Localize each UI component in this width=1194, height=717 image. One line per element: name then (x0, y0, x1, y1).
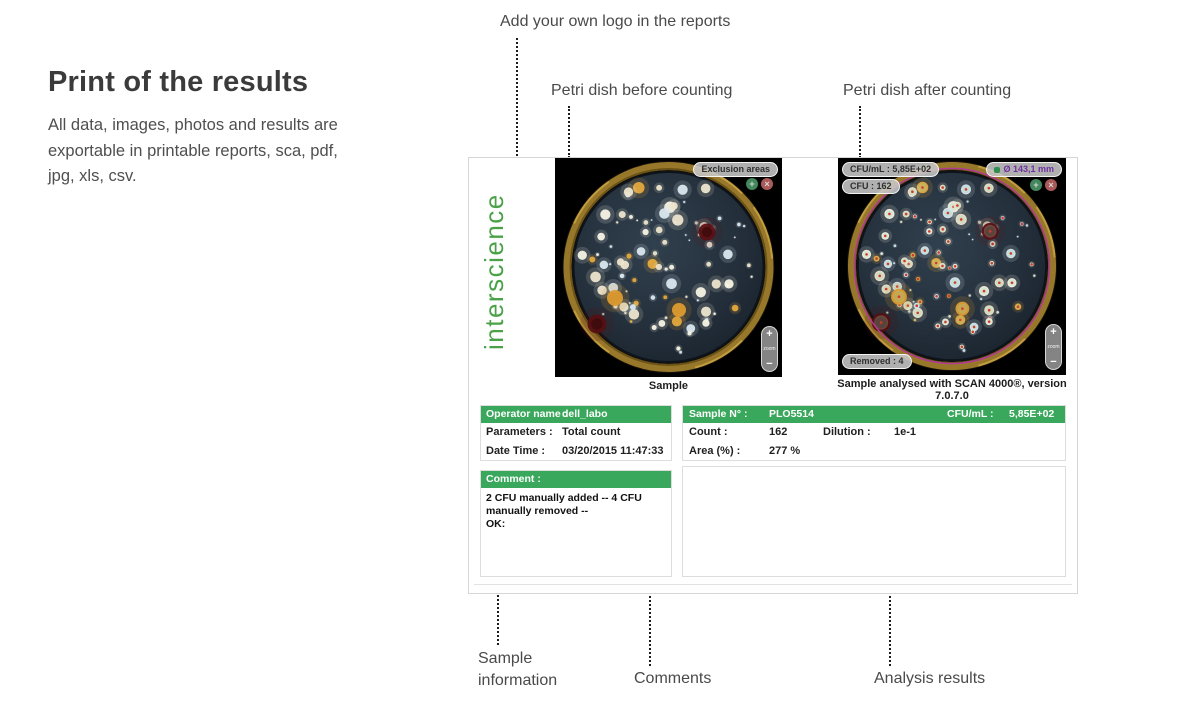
petri-dish-after-image (839, 158, 1065, 375)
zoom-label: zoom (1047, 344, 1060, 350)
sample-number-label: Sample N° : (689, 408, 748, 420)
cfu-count-badge: CFU : 162 (842, 179, 900, 194)
diameter-badge-value: Ø 143,1 mm (1003, 164, 1054, 174)
count-value: 162 (769, 426, 788, 438)
area-row: Area (%) : 277 % (683, 442, 1065, 461)
report-footer-divider (474, 584, 1072, 585)
petri-dish-after: CFU/mL : 5,85E+02 CFU : 162 Ø 143,1 mm +… (838, 158, 1066, 375)
annotation-line-logo (516, 38, 518, 184)
after-dish-caption: Sample analysed with SCAN 4000®, version… (837, 378, 1067, 402)
zoom-in-button[interactable]: + (766, 328, 773, 340)
sample-info-table: Sample N° : PLO5514 CFU/mL : 5,85E+02 Co… (682, 405, 1066, 461)
zoom-out-button[interactable]: − (1050, 356, 1057, 368)
page-description: All data, images, photos and results are… (48, 116, 338, 186)
diameter-badge: Ø 143,1 mm (986, 162, 1062, 177)
parameters-row: Parameters : Total count (481, 423, 671, 442)
remove-exclusion-button[interactable]: × (761, 178, 773, 190)
dilution-value: 1e-1 (894, 426, 917, 438)
exclusion-buttons: + × (746, 178, 773, 190)
comment-header-label: Comment : (486, 473, 541, 485)
annotation-sample-info-label: Sample information (478, 650, 558, 689)
operator-name-label: Operator name : (486, 408, 568, 420)
comment-ok: OK: (486, 518, 506, 530)
analysis-results-box (682, 466, 1066, 577)
datetime-value: 03/20/2015 11:47:33 (562, 445, 664, 457)
comment-header: Comment : (481, 471, 671, 488)
remove-colony-button[interactable]: × (1045, 179, 1057, 191)
annotation-analysis-label: Analysis results (874, 670, 986, 687)
operator-info-table: Operator name : dell_labo Parameters : T… (480, 405, 672, 461)
datetime-label: Date Time : (486, 445, 546, 457)
cfu-ml-value: 5,85E+02 (1009, 408, 1055, 420)
page-title: Print of the results (48, 66, 309, 98)
count-edit-buttons: + × (1030, 179, 1057, 191)
annotation-before-label: Petri dish before counting (551, 82, 733, 99)
annotation-line-before (568, 106, 570, 158)
petri-dish-before-image (555, 158, 782, 377)
zoom-label: zoom (763, 346, 776, 352)
area-label: Area (%) : (689, 445, 741, 457)
annotation-line-comments (649, 573, 651, 666)
comment-body: 2 CFU manually added -- 4 CFU manually r… (481, 488, 671, 535)
annotation-logo-label: Add your own logo in the reports (500, 13, 731, 30)
operator-name-value: dell_labo (562, 408, 608, 420)
annotation-after-label: Petri dish after counting (843, 82, 1012, 99)
sample-number-value: PLO5514 (769, 408, 814, 420)
comment-text: 2 CFU manually added -- 4 CFU manually r… (486, 492, 642, 517)
count-row: Count : 162 Dilution : 1e-1 (683, 423, 1065, 442)
parameters-label: Parameters : (486, 426, 553, 438)
annotation-comments-label: Comments (634, 670, 712, 687)
petri-dish-before: Exclusion areas + × + zoom − (555, 158, 782, 377)
annotation-line-after (859, 106, 861, 158)
cfu-ml-badge: CFU/mL : 5,85E+02 (842, 162, 940, 177)
before-dish-caption: Sample (648, 380, 689, 392)
operator-table-header: Operator name : dell_labo (481, 406, 671, 423)
exclusion-areas-badge: Exclusion areas (693, 162, 778, 177)
removed-badge: Removed : 4 (842, 354, 912, 369)
dilution-label: Dilution : (823, 426, 871, 438)
add-exclusion-button[interactable]: + (746, 178, 758, 190)
sample-table-header: Sample N° : PLO5514 CFU/mL : 5,85E+02 (683, 406, 1065, 423)
count-label: Count : (689, 426, 728, 438)
add-colony-button[interactable]: + (1030, 179, 1042, 191)
cfu-ml-label: CFU/mL : (947, 408, 994, 420)
parameters-value: Total count (562, 426, 621, 438)
comment-box: Comment : 2 CFU manually added -- 4 CFU … (480, 470, 672, 577)
area-value: 277 % (769, 445, 801, 457)
datetime-row: Date Time : 03/20/2015 11:47:33 (481, 442, 671, 461)
zoom-control: + zoom − (1045, 324, 1062, 370)
zoom-out-button[interactable]: − (766, 358, 773, 370)
diameter-badge-icon (994, 166, 1001, 173)
zoom-control: + zoom − (761, 326, 778, 372)
intro-block: Print of the results All data, images, p… (48, 66, 368, 190)
zoom-in-button[interactable]: + (1050, 326, 1057, 338)
interscience-logo: interscience (479, 193, 509, 351)
